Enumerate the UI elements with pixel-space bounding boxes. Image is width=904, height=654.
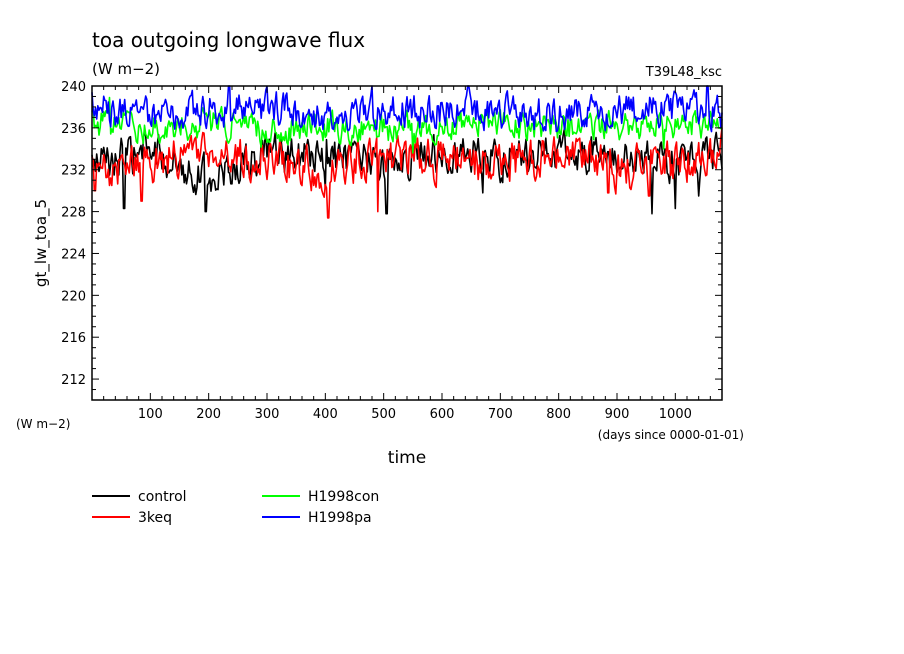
x-tick-label: 200 [196, 407, 221, 422]
x-axis: 100 200 300 400 500 600 700 800 900 1000 [103, 86, 711, 422]
x-tick-label: 600 [430, 407, 455, 422]
y-axis-label: gt_lw_toa_5 [32, 199, 51, 287]
x-tick-label: 500 [371, 407, 396, 422]
x-tick-label: 800 [546, 407, 571, 422]
y-axis: 212 216 220 224 228 232 236 240 [61, 80, 722, 391]
run-label: T39L48_ksc [645, 65, 722, 80]
series-line-H1998pa [91, 85, 723, 133]
series-line-3keq [91, 127, 723, 219]
x-tick-label: 700 [488, 407, 513, 422]
x-tick-label: 100 [138, 407, 163, 422]
y-tick-label: 216 [61, 331, 86, 346]
y-tick-label: 232 [61, 164, 86, 179]
x-tick-label: 900 [605, 407, 630, 422]
x-tick-label: 300 [255, 407, 280, 422]
y-tick-label: 228 [61, 206, 86, 221]
chart-title: toa outgoing longwave flux [92, 28, 365, 52]
y-tick-label: 236 [61, 122, 86, 137]
series-layer [91, 85, 723, 219]
y-axis-unit: (W m−2) [16, 417, 70, 431]
y-tick-label: 224 [61, 247, 86, 262]
y-tick-label: 240 [61, 80, 86, 95]
chart-subtitle: (W m−2) [92, 60, 160, 78]
legend: control 3keq H1998con H1998pa [92, 489, 379, 526]
x-axis-unit: (days since 0000-01-01) [598, 428, 744, 442]
legend-label: 3keq [138, 510, 172, 526]
x-axis-label: time [388, 448, 426, 468]
y-tick-label: 212 [61, 373, 86, 388]
legend-label: H1998pa [308, 510, 372, 526]
y-tick-label: 220 [61, 289, 86, 304]
series-line-H1998con [91, 96, 723, 154]
x-tick-label: 400 [313, 407, 338, 422]
x-tick-label: 1000 [659, 407, 692, 422]
legend-label: control [138, 489, 187, 505]
legend-label: H1998con [308, 489, 379, 505]
